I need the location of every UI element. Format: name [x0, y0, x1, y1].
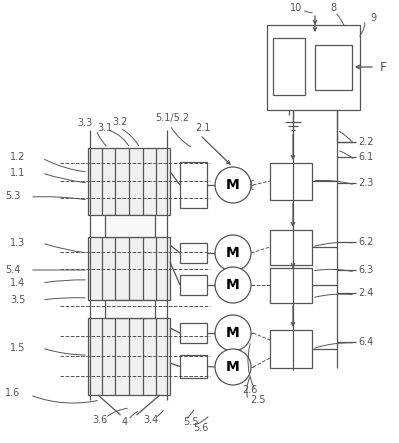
Text: M: M: [226, 278, 240, 292]
Circle shape: [215, 315, 251, 351]
Text: 3.2: 3.2: [112, 117, 127, 127]
Text: 5.4: 5.4: [5, 265, 20, 275]
Text: 1.1: 1.1: [10, 168, 25, 178]
Circle shape: [215, 267, 251, 303]
Bar: [180, 323, 207, 343]
Bar: [105, 215, 155, 237]
Text: 1.2: 1.2: [10, 152, 26, 162]
Text: $\mathsf{\{}$: $\mathsf{\{}$: [247, 178, 255, 192]
Text: 6.4: 6.4: [358, 337, 373, 347]
Bar: [180, 243, 207, 263]
Text: 5.6: 5.6: [193, 423, 208, 433]
Text: 2.3: 2.3: [358, 178, 373, 188]
Bar: [270, 163, 312, 200]
Text: 1.4: 1.4: [10, 278, 25, 288]
Text: 4: 4: [122, 417, 128, 427]
Circle shape: [215, 349, 251, 385]
Text: 5.3: 5.3: [5, 191, 20, 201]
Text: 3.1: 3.1: [97, 123, 112, 133]
Text: 6.1: 6.1: [358, 152, 373, 162]
Bar: [88, 318, 170, 395]
Text: M: M: [226, 326, 240, 340]
Bar: [180, 355, 207, 378]
Bar: [88, 148, 170, 215]
Bar: [270, 268, 312, 303]
Bar: [180, 275, 207, 295]
Text: M: M: [226, 246, 240, 260]
Bar: [180, 162, 207, 208]
Text: 2.6: 2.6: [242, 385, 257, 395]
Text: 3.6: 3.6: [92, 415, 107, 425]
Text: 2.1: 2.1: [195, 123, 210, 133]
Text: M: M: [226, 178, 240, 192]
Text: 6.3: 6.3: [358, 265, 373, 275]
Bar: [270, 330, 312, 368]
Text: 1.6: 1.6: [5, 388, 20, 398]
Text: 1.3: 1.3: [10, 238, 25, 248]
Text: 2.2: 2.2: [358, 137, 373, 147]
Bar: [270, 230, 312, 265]
Circle shape: [215, 235, 251, 271]
Bar: [315, 45, 352, 90]
Text: 3.3: 3.3: [77, 118, 92, 128]
Text: 2.4: 2.4: [358, 288, 373, 298]
Text: 8: 8: [330, 3, 336, 13]
Text: 5.5: 5.5: [183, 417, 198, 427]
Text: 2.5: 2.5: [250, 395, 265, 405]
Bar: [267, 25, 360, 110]
Text: 6.2: 6.2: [358, 237, 373, 247]
Text: 3.5: 3.5: [10, 295, 26, 305]
Text: 3.4: 3.4: [143, 415, 158, 425]
Text: M: M: [226, 360, 240, 374]
Bar: [88, 237, 170, 300]
Text: 10: 10: [290, 3, 302, 13]
Text: F: F: [380, 61, 387, 74]
Bar: [273, 38, 305, 95]
Text: 5.1/5.2: 5.1/5.2: [155, 113, 189, 123]
Text: 1.5: 1.5: [10, 343, 26, 353]
Bar: [105, 300, 155, 318]
Text: 9: 9: [370, 13, 376, 23]
Circle shape: [215, 167, 251, 203]
